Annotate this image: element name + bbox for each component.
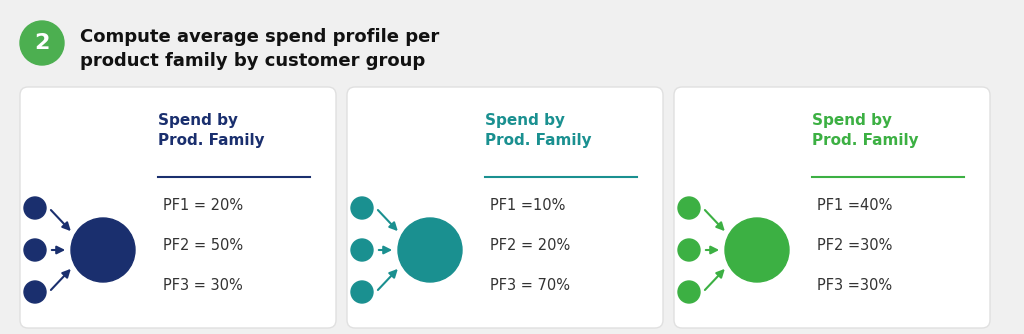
Circle shape bbox=[678, 239, 700, 261]
Circle shape bbox=[24, 281, 46, 303]
Circle shape bbox=[678, 197, 700, 219]
Text: PF2 = 20%: PF2 = 20% bbox=[490, 237, 570, 253]
Text: Compute average spend profile per: Compute average spend profile per bbox=[80, 28, 439, 46]
Text: PF3 = 70%: PF3 = 70% bbox=[490, 278, 570, 293]
Text: product family by customer group: product family by customer group bbox=[80, 52, 425, 70]
Text: Spend by
Prod. Family: Spend by Prod. Family bbox=[158, 113, 264, 148]
Text: PF2 = 50%: PF2 = 50% bbox=[163, 237, 243, 253]
Circle shape bbox=[24, 239, 46, 261]
Circle shape bbox=[71, 218, 135, 282]
Circle shape bbox=[398, 218, 462, 282]
Circle shape bbox=[351, 239, 373, 261]
Text: PF1 =10%: PF1 =10% bbox=[490, 197, 565, 212]
Text: PF2 =30%: PF2 =30% bbox=[817, 237, 892, 253]
Text: PF3 = 30%: PF3 = 30% bbox=[163, 278, 243, 293]
Text: PF1 = 20%: PF1 = 20% bbox=[163, 197, 243, 212]
Text: 2: 2 bbox=[35, 33, 50, 53]
FancyBboxPatch shape bbox=[674, 87, 990, 328]
Circle shape bbox=[351, 281, 373, 303]
Text: PF3 =30%: PF3 =30% bbox=[817, 278, 892, 293]
Text: PF1 =40%: PF1 =40% bbox=[817, 197, 892, 212]
Text: Spend by
Prod. Family: Spend by Prod. Family bbox=[485, 113, 592, 148]
FancyBboxPatch shape bbox=[347, 87, 663, 328]
Text: Spend by
Prod. Family: Spend by Prod. Family bbox=[812, 113, 919, 148]
Circle shape bbox=[725, 218, 790, 282]
Circle shape bbox=[20, 21, 63, 65]
Circle shape bbox=[24, 197, 46, 219]
FancyBboxPatch shape bbox=[20, 87, 336, 328]
Circle shape bbox=[351, 197, 373, 219]
Circle shape bbox=[678, 281, 700, 303]
